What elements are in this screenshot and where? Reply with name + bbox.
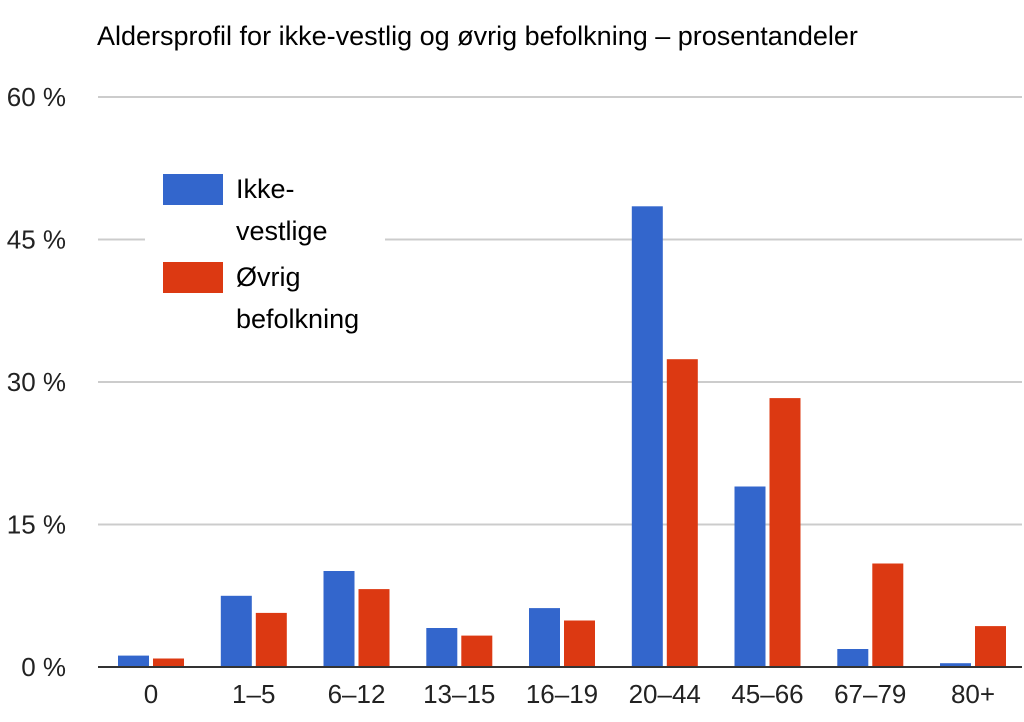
bar-ikke-vestlige-8[interactable] (940, 663, 971, 667)
legend-item-ikke-vestlige[interactable]: Ikke-vestlige (163, 174, 328, 246)
x-tick-label: 6–12 (328, 679, 386, 709)
y-axis-tick-labels: 0 % 15 % 30 % 45 % 60 % (7, 82, 66, 682)
bar-ikke-vestlige-6[interactable] (734, 486, 766, 668)
bar-ovrig-befolkning-2[interactable] (358, 589, 390, 667)
y-tick-label: 45 % (7, 225, 66, 255)
bars (98, 206, 1022, 668)
y-tick-label: 60 % (7, 82, 66, 112)
bar-ovrig-befolkning-3[interactable] (461, 635, 493, 667)
legend-label: Ikke- (236, 174, 295, 204)
bar-ikke-vestlige-5[interactable] (631, 206, 663, 668)
x-tick-label: 67–79 (834, 679, 906, 709)
bar-ovrig-befolkning-4[interactable] (564, 620, 595, 668)
bar-ovrig-befolkning-6[interactable] (769, 398, 801, 667)
y-tick-label: 15 % (7, 510, 66, 540)
bar-ikke-vestlige-3[interactable] (426, 628, 458, 667)
x-tick-label: 16–19 (526, 679, 598, 709)
x-tick-label: 1–5 (232, 679, 275, 709)
x-tick-label: 0 (144, 679, 158, 709)
legend[interactable]: Ikke-vestlige Øvrig befolkning (145, 160, 385, 345)
legend-label: Øvrig (236, 262, 301, 292)
bar-ikke-vestlige-0[interactable] (118, 655, 149, 667)
bar-ikke-vestlige-7[interactable] (837, 649, 869, 667)
bar-ovrig-befolkning-1[interactable] (255, 612, 287, 667)
x-axis-tick-labels: 0 1–5 6–12 13–15 16–19 20–44 45–66 67–79 80+ (144, 679, 995, 709)
bar-ovrig-befolkning-8[interactable] (975, 626, 1006, 667)
y-tick-label: 30 % (7, 367, 66, 397)
legend-swatch (163, 262, 223, 293)
bar-ikke-vestlige-1[interactable] (220, 595, 252, 668)
x-tick-label: 20–44 (629, 679, 701, 709)
y-tick-label: 0 % (21, 652, 66, 682)
bar-ovrig-befolkning-0[interactable] (153, 658, 184, 668)
bar-ikke-vestlige-2[interactable] (323, 571, 355, 667)
x-tick-label: 45–66 (731, 679, 803, 709)
x-tick-label: 13–15 (423, 679, 495, 709)
bar-ovrig-befolkning-7[interactable] (872, 563, 904, 668)
chart-title: Aldersprofil for ikke-vestlig og øvrig b… (97, 21, 858, 51)
bar-ovrig-befolkning-5[interactable] (666, 359, 698, 667)
x-tick-label: 80+ (951, 679, 995, 709)
legend-swatch (163, 174, 223, 205)
bar-ikke-vestlige-4[interactable] (529, 608, 560, 667)
legend-item-ovrig-befolkning[interactable]: Øvrig befolkning (163, 262, 359, 334)
legend-label: befolkning (236, 304, 359, 334)
legend-label: vestlige (236, 216, 328, 246)
